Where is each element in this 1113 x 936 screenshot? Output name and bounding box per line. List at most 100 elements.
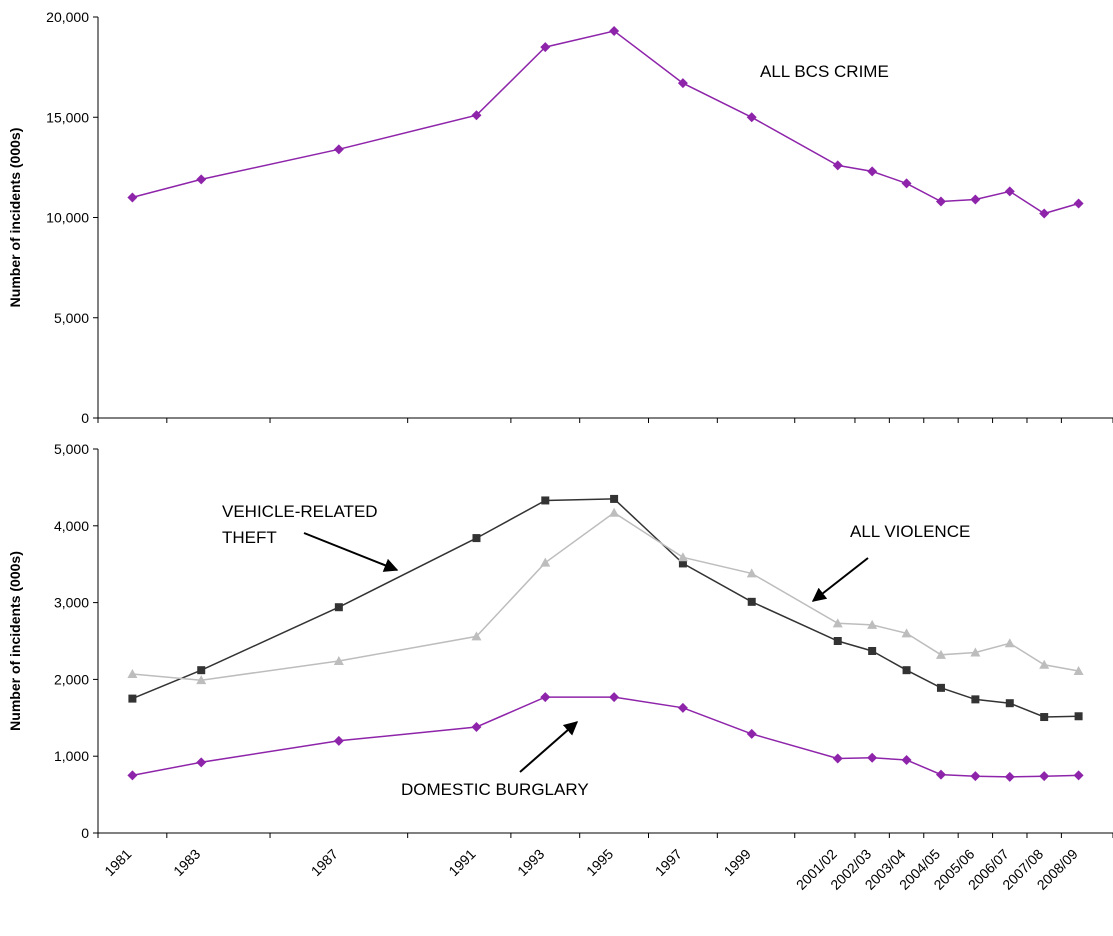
- data-point-all-violence: [867, 619, 878, 629]
- data-point-all-bcs-crime: [196, 174, 207, 185]
- data-point-all-bcs-crime: [333, 144, 344, 155]
- bottom-panel-y-tick-label: 1,000: [54, 748, 89, 764]
- data-point-vehicle-related-theft: [197, 666, 206, 675]
- data-point-all-violence: [970, 647, 981, 657]
- data-point-vehicle-related-theft: [747, 597, 756, 606]
- data-point-vehicle-related-theft: [472, 534, 481, 543]
- data-point-vehicle-related-theft: [868, 646, 877, 655]
- data-point-all-bcs-crime: [935, 196, 946, 207]
- data-point-all-violence: [1073, 665, 1084, 675]
- bottom-panel: 0 1,000 2,000 3,000 4,000 5,000 Number of inci…: [7, 441, 1113, 893]
- x-tick-label-1981: 1981: [101, 846, 134, 879]
- bottom-panel-y-axis-label: Number of incidents (000s): [7, 551, 23, 731]
- data-point-domestic-burglary: [540, 692, 551, 703]
- arrow-all-violence: [811, 557, 869, 602]
- x-tick-label-1983: 1983: [170, 846, 203, 879]
- data-point-domestic-burglary: [970, 771, 981, 782]
- data-point-all-bcs-crime: [677, 78, 688, 89]
- bottom-panel-y-tick-label: 3,000: [54, 595, 89, 611]
- x-tick-label-1987: 1987: [308, 846, 341, 879]
- data-point-vehicle-related-theft: [678, 559, 687, 568]
- data-point-vehicle-related-theft: [1005, 699, 1014, 708]
- data-point-all-bcs-crime: [867, 166, 878, 177]
- bottom-panel-y-tick-label: 4,000: [54, 518, 89, 534]
- x-tick-label-1991: 1991: [445, 846, 478, 879]
- data-point-vehicle-related-theft: [128, 694, 137, 703]
- data-point-vehicle-related-theft: [1074, 712, 1083, 721]
- series-line-vehicle-related-theft: [132, 498, 1079, 718]
- data-point-all-bcs-crime: [746, 112, 757, 123]
- data-point-all-violence: [746, 568, 757, 578]
- top-panel-y-tick-label: 0: [81, 410, 89, 426]
- annotation-vehicle-line-1: VEHICLE-RELATED: [222, 502, 378, 521]
- bottom-panel-y-tick-label: 0: [81, 825, 89, 841]
- data-point-all-bcs-crime: [471, 110, 482, 121]
- data-point-all-bcs-crime: [970, 194, 981, 205]
- data-point-all-bcs-crime: [1004, 186, 1015, 197]
- data-point-all-bcs-crime: [540, 42, 551, 53]
- bottom-panel-y-tick-label: 2,000: [54, 671, 89, 687]
- data-point-domestic-burglary: [746, 728, 757, 739]
- top-panel-y-tick-label: 5,000: [54, 310, 89, 326]
- x-tick-label-1999: 1999: [721, 846, 754, 879]
- data-point-domestic-burglary: [1073, 770, 1084, 781]
- data-point-domestic-burglary: [677, 702, 688, 713]
- data-point-all-violence: [1039, 659, 1050, 669]
- data-point-all-bcs-crime: [609, 26, 620, 37]
- top-panel-y-tick-label: 20,000: [46, 9, 89, 25]
- top-panel-y-axis-label: Number of incidents (000s): [7, 128, 23, 308]
- data-point-all-bcs-crime: [127, 192, 138, 203]
- annotation-all-bcs-crime: ALL BCS CRIME: [760, 62, 889, 81]
- data-point-all-bcs-crime: [1039, 208, 1050, 219]
- data-point-vehicle-related-theft: [610, 494, 619, 503]
- data-point-domestic-burglary: [1004, 771, 1015, 782]
- top-panel-y-tick-label: 15,000: [46, 109, 89, 125]
- arrow-vehicle-related-theft: [303, 532, 399, 572]
- data-point-vehicle-related-theft: [541, 496, 550, 505]
- data-point-all-violence: [540, 557, 551, 567]
- top-panel: 0 5,000 10,000 15,000 20,000 Number of incide…: [7, 9, 1113, 426]
- data-point-vehicle-related-theft: [936, 683, 945, 692]
- data-point-vehicle-related-theft: [1040, 713, 1049, 722]
- series-line-all-bcs-crime: [132, 30, 1079, 215]
- arrow-domestic-burglary: [519, 721, 579, 773]
- series-line-domestic-burglary: [132, 696, 1079, 778]
- x-tick-label-1995: 1995: [583, 846, 616, 879]
- data-point-all-violence: [901, 628, 912, 638]
- data-point-domestic-burglary: [609, 692, 620, 703]
- data-point-all-violence: [471, 631, 482, 641]
- data-point-domestic-burglary: [901, 755, 912, 766]
- x-tick-label-1997: 1997: [652, 846, 685, 879]
- data-point-domestic-burglary: [832, 753, 843, 764]
- data-point-all-violence: [832, 618, 843, 628]
- top-panel-y-tick-label: 10,000: [46, 210, 89, 226]
- data-point-all-violence: [333, 655, 344, 665]
- series-line-all-violence: [132, 511, 1079, 681]
- annotation-all-violence: ALL VIOLENCE: [850, 522, 970, 541]
- data-point-all-bcs-crime: [1073, 198, 1084, 209]
- data-point-all-bcs-crime: [901, 178, 912, 189]
- data-point-domestic-burglary: [471, 722, 482, 733]
- data-point-domestic-burglary: [196, 757, 207, 768]
- data-point-vehicle-related-theft: [833, 637, 842, 645]
- data-point-vehicle-related-theft: [971, 695, 980, 704]
- data-point-domestic-burglary: [1039, 771, 1050, 782]
- data-point-all-violence: [677, 552, 688, 562]
- data-point-all-violence: [1004, 638, 1015, 648]
- x-tick-label-1993: 1993: [514, 846, 547, 879]
- annotation-vehicle-line-2: THEFT: [222, 528, 277, 547]
- bottom-panel-y-tick-label: 5,000: [54, 441, 89, 457]
- annotation-vehicle-related-theft: VEHICLE-RELATED THEFT: [222, 502, 382, 547]
- data-point-domestic-burglary: [867, 752, 878, 763]
- data-point-domestic-burglary: [935, 769, 946, 780]
- data-point-all-violence: [609, 507, 620, 517]
- data-point-all-violence: [196, 675, 207, 685]
- data-point-all-violence: [127, 669, 138, 679]
- annotation-domestic-burglary: DOMESTIC BURGLARY: [401, 780, 589, 799]
- data-point-domestic-burglary: [127, 770, 138, 781]
- data-point-domestic-burglary: [333, 735, 344, 746]
- data-point-all-bcs-crime: [832, 160, 843, 171]
- data-point-all-violence: [935, 649, 946, 659]
- data-point-vehicle-related-theft: [902, 666, 911, 675]
